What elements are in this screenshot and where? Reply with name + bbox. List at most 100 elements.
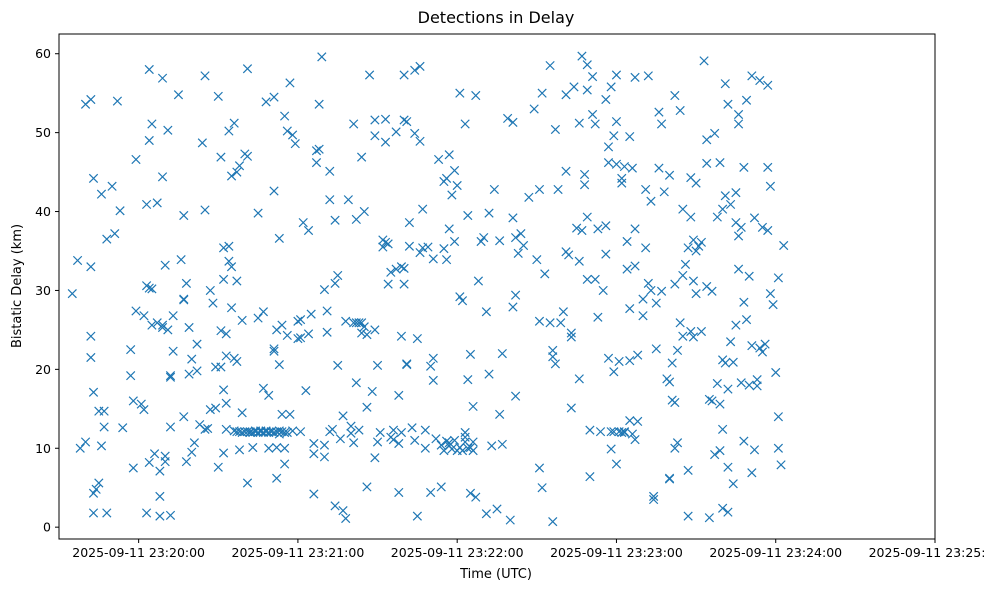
data-point — [218, 274, 229, 285]
data-point — [224, 241, 234, 251]
data-point — [577, 51, 587, 61]
data-point — [744, 271, 754, 281]
data-point — [253, 313, 263, 323]
data-point — [463, 374, 473, 385]
data-point — [625, 131, 635, 142]
data-point — [723, 507, 733, 517]
data-point — [319, 285, 330, 295]
data-point — [131, 306, 141, 316]
data-point — [420, 443, 430, 453]
data-point — [447, 190, 457, 200]
data-point — [322, 306, 332, 316]
data-point — [433, 154, 444, 165]
data-point — [611, 159, 622, 169]
data-point — [221, 351, 231, 361]
data-point — [574, 256, 584, 266]
data-point — [630, 224, 640, 234]
data-point — [587, 109, 598, 120]
data-point — [229, 118, 239, 128]
data-point — [147, 320, 157, 330]
data-point — [359, 322, 369, 332]
data-point — [436, 482, 446, 492]
data-point — [643, 278, 653, 288]
data-point — [779, 240, 789, 251]
data-point — [688, 235, 699, 245]
data-point — [394, 438, 404, 449]
data-point — [88, 173, 99, 184]
data-point — [325, 195, 335, 205]
data-point — [741, 315, 752, 325]
data-point — [298, 217, 308, 228]
data-point — [508, 302, 518, 312]
data-point — [733, 109, 744, 120]
data-point — [723, 99, 733, 109]
data-point — [733, 231, 744, 241]
data-point — [242, 151, 253, 161]
data-point — [638, 294, 648, 304]
data-point — [670, 443, 680, 453]
data-point — [118, 423, 128, 433]
data-point — [736, 378, 746, 388]
data-point — [619, 161, 630, 172]
data-point — [691, 246, 701, 256]
data-point — [269, 427, 279, 438]
data-point — [683, 243, 693, 253]
data-point — [370, 325, 380, 335]
data-point — [702, 158, 712, 169]
data-point — [449, 236, 460, 247]
data-point — [736, 222, 746, 232]
data-point — [184, 322, 194, 333]
data-point — [755, 75, 765, 86]
data-point — [710, 449, 720, 460]
data-point — [508, 117, 518, 127]
data-point — [157, 73, 168, 83]
data-point — [258, 383, 269, 393]
y-tick-label: 40 — [35, 204, 51, 219]
data-point — [670, 397, 680, 408]
data-point — [404, 241, 415, 251]
data-point — [749, 213, 760, 223]
data-point — [444, 224, 454, 234]
y-tick-label: 20 — [35, 362, 51, 377]
data-point — [601, 94, 611, 105]
data-point — [399, 279, 409, 289]
data-point — [356, 152, 367, 162]
data-point — [460, 119, 470, 129]
y-tick-label: 50 — [35, 125, 51, 140]
data-point — [99, 406, 109, 416]
data-point — [325, 166, 335, 176]
data-point — [763, 225, 773, 236]
data-point — [550, 359, 561, 369]
data-point — [303, 329, 314, 339]
data-point — [370, 131, 380, 141]
data-point — [577, 225, 587, 236]
data-point — [625, 356, 635, 366]
data-point — [590, 119, 600, 129]
data-point — [601, 221, 611, 231]
data-point — [258, 307, 269, 317]
data-point — [107, 181, 117, 191]
x-tick-label: 2025-09-11 23:25:00 — [869, 545, 986, 560]
data-point — [625, 303, 635, 314]
x-tick-label: 2025-09-11 23:21:00 — [232, 545, 365, 560]
data-point — [455, 88, 465, 98]
data-point — [314, 99, 324, 109]
data-point — [205, 285, 215, 296]
data-point — [643, 71, 653, 81]
data-point — [248, 442, 258, 453]
data-point — [611, 116, 622, 127]
data-point — [216, 152, 226, 162]
data-point — [763, 162, 773, 172]
data-point — [449, 435, 460, 445]
data-point — [322, 327, 332, 337]
data-point — [670, 279, 680, 289]
data-point — [309, 438, 319, 449]
data-point — [465, 349, 476, 359]
data-point — [418, 204, 428, 214]
data-point — [399, 115, 409, 125]
data-point — [362, 402, 372, 412]
data-point — [269, 186, 279, 196]
data-point — [688, 276, 699, 286]
data-point — [678, 270, 688, 281]
data-point — [651, 344, 661, 354]
